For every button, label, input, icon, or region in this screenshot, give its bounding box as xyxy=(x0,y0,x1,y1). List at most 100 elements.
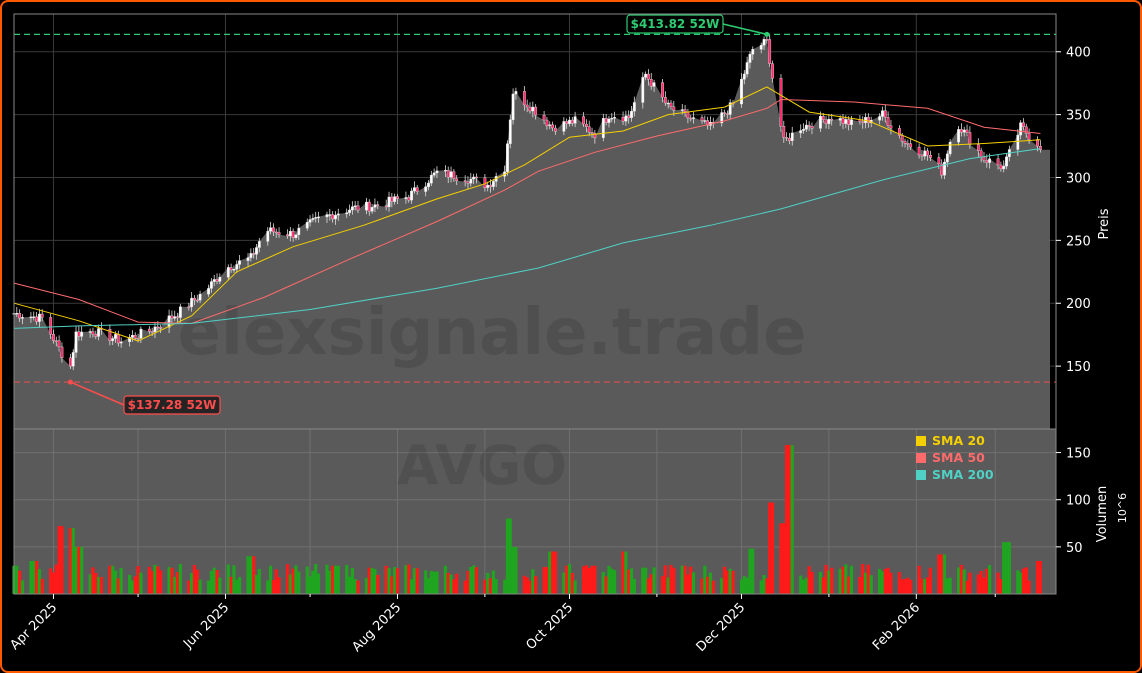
candle-body xyxy=(37,313,41,322)
candle-body xyxy=(314,217,318,219)
volume-y-label: Volumen xyxy=(1095,486,1110,543)
candle-body xyxy=(489,184,492,187)
volume-bar xyxy=(178,564,182,594)
volume-bar xyxy=(804,577,808,594)
volume-bar xyxy=(311,570,315,594)
candle-body xyxy=(601,118,605,138)
candle-body xyxy=(788,137,791,141)
candle-body xyxy=(768,39,772,64)
candle-body xyxy=(1036,139,1039,147)
candle-body xyxy=(807,124,811,127)
volume-bar xyxy=(700,578,704,594)
candle-body xyxy=(91,331,95,335)
volume-bar xyxy=(660,576,665,594)
sma-lines xyxy=(13,86,1041,342)
candle-body xyxy=(644,73,648,78)
price-y-axis: 150 200 250 300 350 400 xyxy=(1056,46,1091,375)
volume-bar xyxy=(209,570,213,594)
volume-bar xyxy=(187,580,191,594)
volume-bar xyxy=(801,579,806,594)
price-tick-label: 150 xyxy=(1066,360,1091,375)
volume-bar xyxy=(962,569,966,594)
volume-bar xyxy=(277,577,281,594)
volume-bar xyxy=(787,445,792,594)
volume-bar xyxy=(345,564,349,594)
volume-bar xyxy=(314,563,318,594)
candle-body xyxy=(52,334,55,341)
volume-bar xyxy=(565,565,569,594)
volume-bar xyxy=(731,570,735,594)
candle-body xyxy=(390,196,394,202)
candle-body xyxy=(748,54,752,63)
volume-bar xyxy=(316,573,321,594)
volume-bar xyxy=(274,569,278,594)
volume-bar xyxy=(474,567,479,594)
volume-bar xyxy=(128,574,132,594)
candle-body xyxy=(545,119,549,126)
candle-body xyxy=(723,112,726,114)
volume-bar xyxy=(1024,567,1028,594)
volume-bar xyxy=(353,579,357,594)
candle-body xyxy=(345,212,349,215)
volume-bar xyxy=(883,568,887,594)
candle-body xyxy=(1022,122,1025,128)
candles xyxy=(12,33,1042,371)
legend-swatch xyxy=(916,470,926,480)
volume-bar xyxy=(49,568,53,594)
volume-bar xyxy=(60,526,64,594)
candle-body xyxy=(610,117,614,120)
candle-body xyxy=(308,219,312,223)
price-tick-label: 200 xyxy=(1066,297,1091,312)
candle-body xyxy=(187,306,191,308)
candle-body xyxy=(568,119,571,124)
candle-body xyxy=(1027,133,1031,140)
volume-bar xyxy=(364,577,369,594)
volume-bar xyxy=(739,579,744,594)
volume-bar xyxy=(466,570,470,594)
candle-body xyxy=(317,216,320,219)
volume-bar xyxy=(948,577,952,594)
volume-bar xyxy=(751,548,755,594)
volume-tick-label: 50 xyxy=(1066,541,1083,556)
candle-body xyxy=(207,288,210,295)
volume-bar xyxy=(40,578,44,594)
x-tick-label: Dec 2025 xyxy=(694,600,749,655)
candle-body xyxy=(847,119,851,125)
candle-body xyxy=(669,102,673,107)
volume-bar xyxy=(508,518,512,594)
volume-bar xyxy=(156,566,160,594)
volume-bar xyxy=(424,570,428,594)
volume-bar xyxy=(18,570,22,594)
volume-bar xyxy=(469,566,473,594)
candle-body xyxy=(198,293,202,301)
volume-bar xyxy=(686,574,690,594)
candle-body xyxy=(57,340,61,348)
candle-body xyxy=(218,277,222,282)
candle-body xyxy=(838,118,842,121)
volume-bar xyxy=(861,564,865,594)
candle-body xyxy=(624,115,628,122)
volume-bar xyxy=(570,572,574,594)
volume-bar xyxy=(291,568,295,594)
candle-body xyxy=(960,129,963,133)
volume-bar xyxy=(32,561,36,594)
price-tick-label: 250 xyxy=(1066,234,1091,249)
volume-bar xyxy=(384,565,388,594)
x-tick-label: Feb 2026 xyxy=(870,600,923,653)
volume-bar xyxy=(494,579,498,594)
volume-bar xyxy=(77,546,81,594)
candle-body xyxy=(525,104,529,108)
candle-body xyxy=(21,317,24,319)
candle-body xyxy=(108,328,112,341)
candle-body xyxy=(943,161,946,176)
candle-body xyxy=(1024,126,1028,134)
candle-body xyxy=(336,213,340,216)
low-annotation-label: $137.28 52W xyxy=(128,398,217,412)
volume-bar xyxy=(308,576,312,594)
volume-bar xyxy=(940,554,944,594)
volume-bar xyxy=(80,546,84,594)
candle-body xyxy=(266,231,270,242)
legend-swatch xyxy=(916,436,926,446)
volume-bar xyxy=(435,571,439,594)
